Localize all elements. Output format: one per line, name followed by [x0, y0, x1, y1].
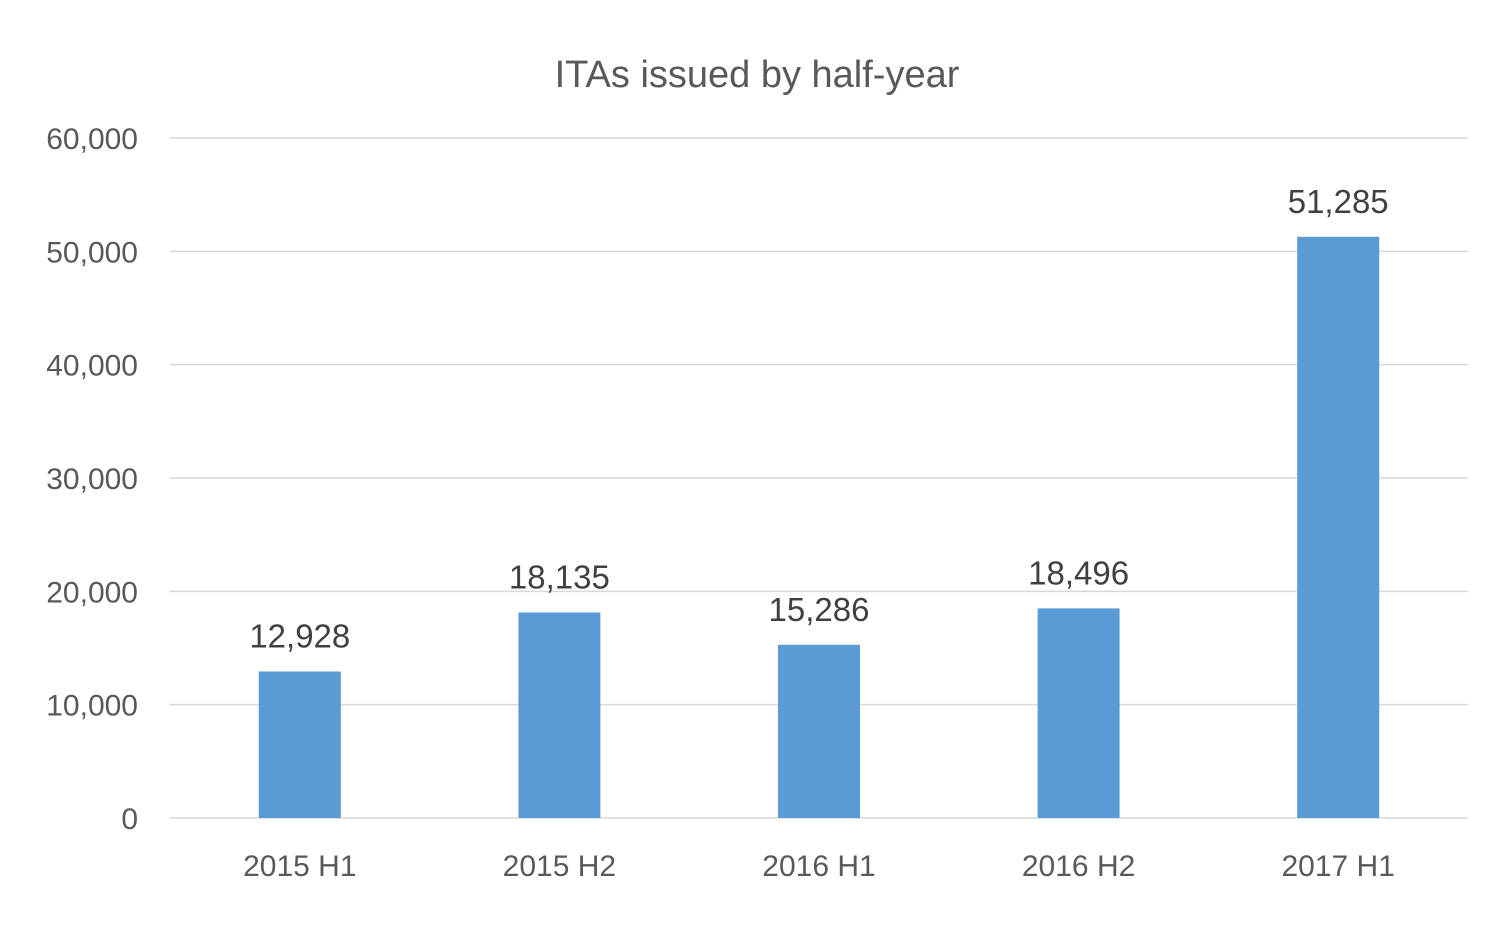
y-tick-label: 20,000 — [46, 576, 138, 609]
x-tick-label: 2015 H1 — [243, 850, 356, 883]
y-tick-label: 60,000 — [46, 123, 138, 156]
data-label: 18,496 — [1028, 554, 1129, 591]
y-tick-label: 30,000 — [46, 463, 138, 496]
chart-title: ITAs issued by half-year — [555, 54, 960, 96]
gridlines — [170, 137, 1468, 819]
x-tick-label: 2016 H1 — [762, 850, 875, 883]
y-tick-label: 50,000 — [46, 236, 138, 269]
x-tick-label: 2015 H2 — [503, 850, 616, 883]
y-axis-ticks: 0 10,000 20,000 30,000 40,000 50,000 60,000 — [46, 123, 138, 836]
data-label: 15,286 — [769, 591, 870, 628]
data-label: 12,928 — [249, 617, 350, 654]
data-labels: 12,928 18,135 15,286 18,496 51,285 — [249, 183, 1388, 655]
data-label: 51,285 — [1288, 183, 1389, 220]
x-tick-label: 2016 H2 — [1022, 850, 1135, 883]
x-axis-ticks: 2015 H1 2015 H2 2016 H1 2016 H2 2017 H1 — [243, 850, 1395, 883]
bar — [778, 644, 860, 818]
y-tick-label: 0 — [121, 803, 138, 836]
bar — [1037, 608, 1120, 818]
y-tick-label: 40,000 — [46, 350, 138, 383]
bars — [258, 236, 1380, 818]
data-label: 18,135 — [509, 558, 610, 595]
bar — [1297, 236, 1380, 818]
bar — [518, 612, 601, 818]
y-tick-label: 10,000 — [46, 690, 138, 723]
bar — [258, 671, 341, 818]
x-tick-label: 2017 H1 — [1281, 850, 1394, 883]
